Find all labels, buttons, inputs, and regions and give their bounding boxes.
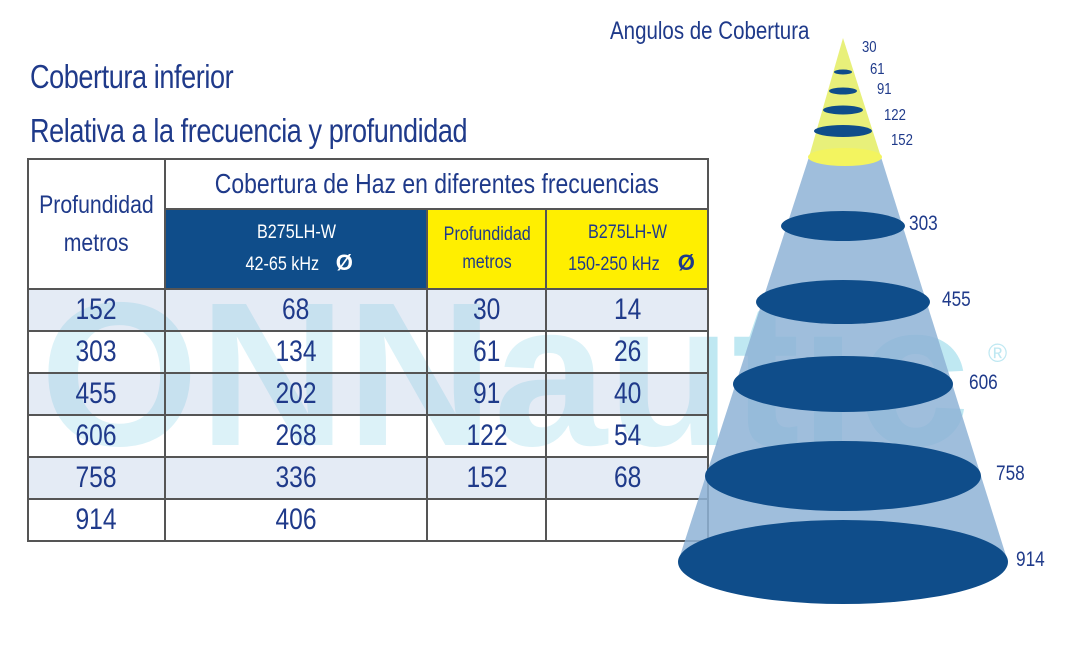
table-row: 914 406 (27, 498, 710, 542)
cell-text: 406 (275, 503, 317, 536)
cell-text: 303 (75, 335, 117, 368)
coverage-table: Profundidad metros Cobertura de Haz en d… (27, 158, 710, 542)
cone-label-61: 61 (870, 61, 885, 78)
cell-text: 152 (75, 293, 117, 326)
header-depth-line1: Profundidad (39, 191, 154, 219)
cell-low-coverage: 134 (163, 330, 429, 374)
diameter-icon: Ø (677, 250, 695, 275)
header-beam-coverage: Cobertura de Haz en diferentes frecuenci… (163, 158, 710, 210)
header-high-freq: B275LH-W 150-250 kHz Ø (545, 208, 710, 290)
cell-text: 54 (613, 419, 642, 452)
cone-label-303: 303 (909, 212, 938, 235)
beam-ring-303 (781, 211, 905, 241)
cell-high-coverage: 68 (545, 456, 710, 500)
coverage-cone-diagram (678, 38, 1008, 604)
cell-text: 14 (613, 293, 642, 326)
cell-high-coverage: 54 (545, 414, 710, 458)
header-depth-line2: metros (63, 229, 129, 257)
cell-depth: 914 (27, 498, 166, 542)
cone-title: Angulos de Cobertura (610, 17, 810, 45)
cell-high-coverage: 40 (545, 372, 710, 416)
cell-text: 606 (75, 419, 117, 452)
beam-ring-606 (733, 356, 953, 412)
cell-depth-high: 61 (426, 330, 548, 374)
header-high-freq-text: 150-250 kHz (568, 254, 660, 275)
header-low-model: B275LH-W (256, 222, 336, 243)
table-row: 455 202 91 40 (27, 372, 710, 416)
table-row: 606 268 122 54 (27, 414, 710, 458)
cell-text: 134 (275, 335, 317, 368)
cell-text: 202 (275, 377, 317, 410)
cell-depth: 152 (27, 288, 166, 332)
cone-label-152: 152 (891, 132, 913, 149)
header-high-model: B275LH-W (587, 222, 667, 243)
cell-high-coverage (545, 498, 710, 542)
cone-label-122: 122 (884, 107, 906, 124)
beam-ring-152 (808, 148, 882, 166)
diameter-icon: Ø (335, 250, 353, 275)
beam-ring-122 (814, 125, 872, 137)
beam-ring-91 (823, 105, 863, 115)
cell-depth-high: 30 (426, 288, 548, 332)
cell-depth-high (426, 498, 548, 542)
cell-depth-high: 152 (426, 456, 548, 500)
header-depth-high-line2: metros (462, 252, 512, 273)
beam-ring-455 (756, 280, 930, 324)
cell-text: 336 (275, 461, 317, 494)
cell-depth: 606 (27, 414, 166, 458)
cell-low-coverage: 406 (163, 498, 429, 542)
cell-low-coverage: 68 (163, 288, 429, 332)
table-row: 758 336 152 68 (27, 456, 710, 500)
cell-depth-high: 91 (426, 372, 548, 416)
cell-low-coverage: 268 (163, 414, 429, 458)
page-subtitle: Relativa a la frecuencia y profundidad (30, 112, 468, 149)
cell-high-coverage: 14 (545, 288, 710, 332)
cone-label-30: 30 (862, 39, 877, 56)
beam-ring-30 (834, 69, 852, 75)
table-row: 152 68 30 14 (27, 288, 710, 332)
cone-label-914: 914 (1016, 548, 1045, 571)
cone-label-758: 758 (996, 462, 1025, 485)
cone-label-91: 91 (877, 81, 892, 98)
cell-text: 30 (473, 293, 501, 326)
cell-high-coverage: 26 (545, 330, 710, 374)
cell-text: 68 (613, 461, 642, 494)
cell-text: 268 (275, 419, 317, 452)
cell-low-coverage: 336 (163, 456, 429, 500)
cone-label-455: 455 (942, 288, 971, 311)
header-low-freq-text: 42-65 kHz (245, 254, 320, 275)
header-beam-coverage-text: Cobertura de Haz en diferentes frecuenci… (214, 168, 659, 199)
cell-depth-high: 122 (426, 414, 548, 458)
header-depth-high-line1: Profundidad (443, 224, 531, 245)
cell-depth: 303 (27, 330, 166, 374)
cell-text: 758 (75, 461, 117, 494)
cone-label-606: 606 (969, 371, 998, 394)
header-low-freq: B275LH-W 42-65 kHz Ø (163, 208, 429, 290)
header-depth-high: Profundidad metros (426, 208, 548, 290)
header-depth: Profundidad metros (27, 158, 166, 290)
table-row: 303 134 61 26 (27, 330, 710, 374)
cell-text: 91 (473, 377, 501, 410)
cell-text: 455 (75, 377, 117, 410)
cell-text: 914 (75, 503, 117, 536)
beam-ring-758 (705, 441, 981, 511)
cell-text: 122 (466, 419, 508, 452)
cell-low-coverage: 202 (163, 372, 429, 416)
cell-text: 40 (613, 377, 642, 410)
cell-text: 61 (473, 335, 501, 368)
cell-text: 152 (466, 461, 508, 494)
cell-depth: 455 (27, 372, 166, 416)
cell-text: 68 (282, 293, 310, 326)
beam-ring-61 (829, 87, 857, 95)
cell-text: 26 (613, 335, 642, 368)
page-title: Cobertura inferior (30, 58, 234, 95)
cell-depth: 758 (27, 456, 166, 500)
beam-ring-914 (678, 520, 1008, 604)
